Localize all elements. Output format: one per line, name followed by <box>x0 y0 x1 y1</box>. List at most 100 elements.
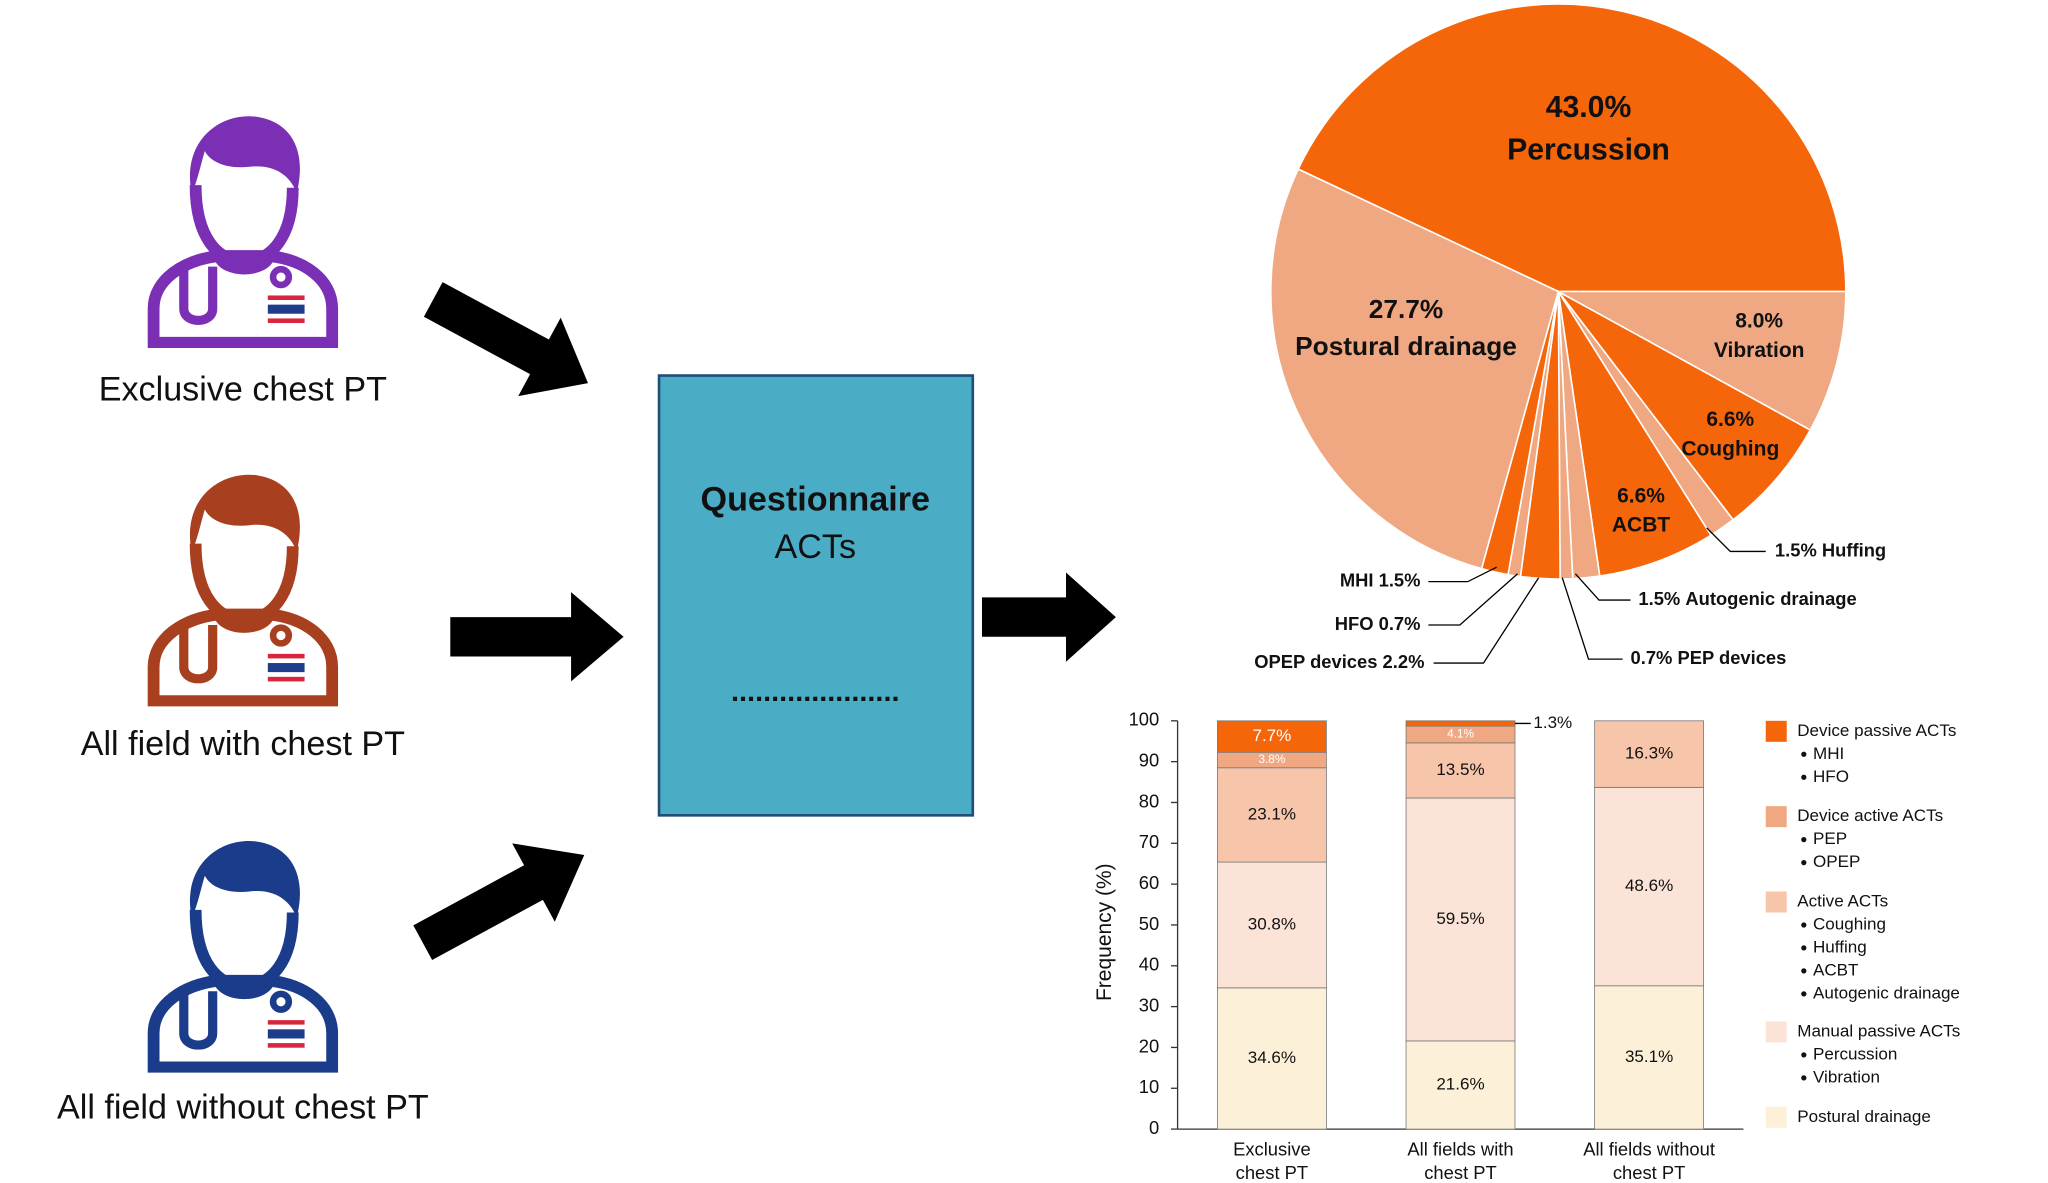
pie-slice <box>1557 290 1812 521</box>
pie-category-label: ACBT <box>1612 513 1670 536</box>
pie-label: 8.0% Vibration <box>1714 309 1805 361</box>
bar-value-label: 13.5% <box>1436 760 1484 779</box>
bar-segment <box>1594 985 1704 1130</box>
bar-segment <box>1405 797 1516 1042</box>
x-tick-label: All fields without chest PT <box>1583 1138 1715 1183</box>
bar-segment <box>1405 742 1516 799</box>
x-tick-label: Exclusive chest PT <box>1233 1138 1311 1183</box>
bar-value-label: 59.5% <box>1436 909 1484 928</box>
legend-item: Huffing <box>1813 937 1867 956</box>
pie-value-label: 2.2% <box>1383 651 1425 672</box>
pie-slice <box>1270 168 1560 570</box>
group-label: Exclusive chest PT <box>99 370 387 408</box>
group-label: All field with chest PT <box>81 725 405 763</box>
bar-value-label: 3.8% <box>1258 752 1285 766</box>
bar-segment <box>1594 786 1704 987</box>
legend-swatch <box>1765 806 1787 828</box>
legend-item: Vibration <box>1813 1067 1880 1086</box>
bar-value-label: 30.8% <box>1248 914 1296 933</box>
bar-value-label: 48.6% <box>1625 876 1673 895</box>
leader-line <box>1706 527 1766 553</box>
arrow <box>450 592 624 682</box>
legend-label: Device active ACTs <box>1797 806 1943 825</box>
y-tick-label: 50 <box>1139 913 1159 934</box>
pie-label: 6.6% ACBT <box>1612 484 1670 536</box>
arrow <box>423 282 588 397</box>
pie-value-label: 1.5% <box>1379 570 1421 591</box>
legend-label: Manual passive ACTs <box>1797 1021 1960 1040</box>
x-tick-label: All fields with chest PT <box>1407 1138 1514 1183</box>
y-tick-label: 70 <box>1139 831 1159 852</box>
bar-segment <box>1405 720 1516 727</box>
pie-label: 1.5% Huffing <box>1775 539 1886 560</box>
bar-value-label: 34.6% <box>1248 1048 1296 1067</box>
pie-label: 27.7% Postural drainage <box>1295 294 1517 361</box>
pie-category-label: MHI <box>1340 570 1374 591</box>
legend-swatch <box>1765 720 1787 742</box>
person-icon <box>154 116 333 342</box>
pie-slice <box>1557 291 1712 577</box>
pie-value-label: 1.5% <box>1775 539 1817 560</box>
leader-line <box>1433 577 1540 664</box>
pie-value-label: 6.6% <box>1706 408 1754 431</box>
bar-segment <box>1217 987 1327 1130</box>
bar-segment <box>1405 1040 1516 1130</box>
leader-line <box>1574 573 1631 601</box>
leader-line <box>1561 577 1623 660</box>
legend-item: OPEP <box>1813 852 1860 871</box>
legend-swatch <box>1765 891 1787 913</box>
x-tick-label-box: All fields without chest PT <box>1583 1138 1715 1183</box>
legend-label: Postural drainage <box>1797 1107 1931 1126</box>
legend-bullet <box>1801 991 1807 997</box>
arrow <box>413 843 585 960</box>
group-label: All field without chest PT <box>57 1088 429 1126</box>
bar-segment <box>1217 720 1327 753</box>
pie-category-label: Autogenic drainage <box>1685 588 1856 609</box>
pie-value-label: 8.0% <box>1735 309 1783 332</box>
bar-segment <box>1594 720 1704 788</box>
legend-bullet <box>1801 1075 1807 1081</box>
questionnaire-title: Questionnaire <box>701 481 930 519</box>
bar-value-label: 23.1% <box>1248 804 1296 823</box>
legend-label: Active ACTs <box>1797 891 1888 910</box>
pie-category-label: Postural drainage <box>1295 331 1517 361</box>
legend-bullet <box>1801 859 1807 866</box>
legend-label: Device passive ACTs <box>1797 721 1956 740</box>
legend-item: Percussion <box>1813 1044 1897 1063</box>
y-tick-label: 40 <box>1139 954 1159 975</box>
pie-category-label: OPEP devices <box>1254 651 1377 672</box>
y-tick-label: 60 <box>1139 872 1159 893</box>
pie-label: 1.5% Autogenic drainage <box>1638 588 1856 609</box>
legend-item: ACBT <box>1813 960 1859 979</box>
pie-value-label: 27.7% <box>1369 294 1443 324</box>
y-tick-label: 10 <box>1139 1076 1159 1097</box>
pie-label: 43.0% Percussion <box>1507 91 1670 166</box>
legend-bullet <box>1801 751 1807 757</box>
pie-value-label: 6.6% <box>1617 484 1665 507</box>
pie-label: MHI 1.5% <box>1340 570 1421 591</box>
legend-item: Coughing <box>1813 914 1886 933</box>
legend-item: HFO <box>1813 767 1849 786</box>
pie-value-label: 0.7% <box>1379 613 1421 634</box>
bar-value-label: 16.3% <box>1625 744 1673 763</box>
person-icon <box>154 475 333 701</box>
bar-segment <box>1217 861 1327 989</box>
legend-bullet <box>1801 774 1807 780</box>
y-tick-label: 0 <box>1149 1117 1159 1138</box>
questionnaire-subtitle: ACTs <box>774 528 856 566</box>
pie-label: OPEP devices 2.2% <box>1254 651 1424 672</box>
pie-category-label: Vibration <box>1714 339 1805 362</box>
y-tick-label: 80 <box>1139 790 1159 811</box>
legend-bullet <box>1801 1052 1807 1058</box>
legend-bullet <box>1801 945 1807 951</box>
pie-slice <box>1297 3 1847 293</box>
pie-category-label: HFO <box>1335 613 1374 634</box>
bar-value-label: 21.6% <box>1436 1075 1484 1094</box>
legend-item: Autogenic drainage <box>1813 983 1960 1002</box>
pie-value-label: 0.7% <box>1631 647 1673 668</box>
y-axis-label: Frequency (%) <box>1093 863 1116 1001</box>
pie-label: 6.6% Coughing <box>1681 408 1779 460</box>
legend-item: MHI <box>1813 744 1844 763</box>
